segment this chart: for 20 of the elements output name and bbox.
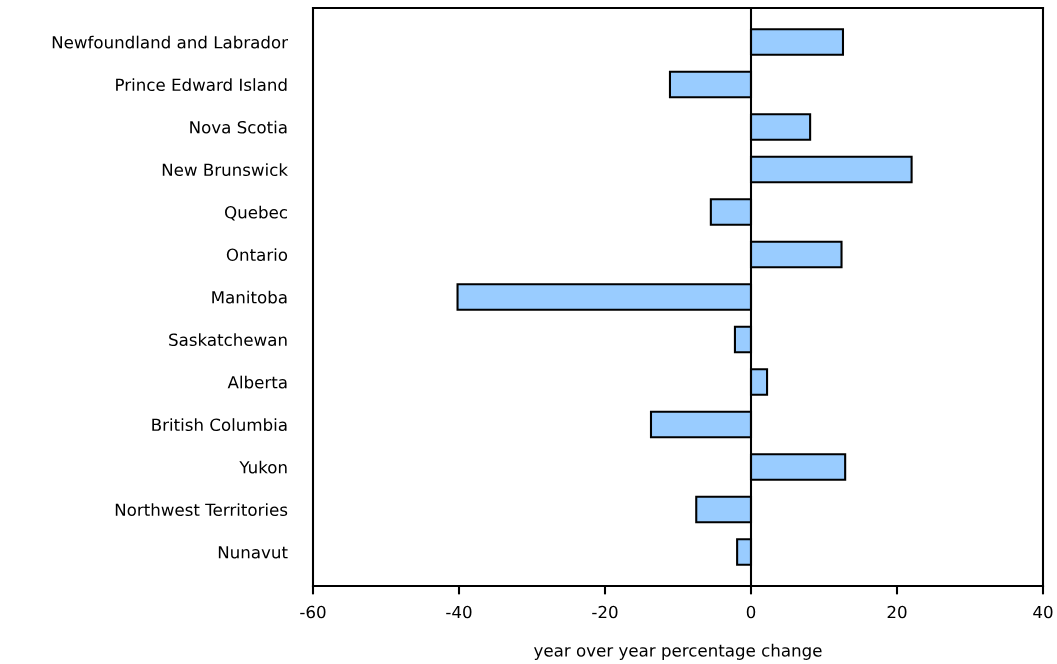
y-tick-label: Saskatchewan <box>169 333 287 347</box>
x-tick-label: 0 <box>746 605 756 619</box>
y-tick-label: Alberta <box>227 375 287 389</box>
y-tick-label: Nunavut <box>218 546 288 559</box>
x-tick-label: 40 <box>1033 605 1053 619</box>
x-tick-label: -60 <box>300 605 326 619</box>
x-axis-title: year over year percentage change <box>534 643 822 660</box>
y-tick-label: Northwest Territories <box>115 503 288 517</box>
x-tick-label: -40 <box>446 605 472 619</box>
y-tick-label: Ontario <box>226 248 288 262</box>
x-tick-label: 20 <box>887 605 907 619</box>
y-tick-label: Prince Edward Island <box>116 78 287 92</box>
y-tick-label: Yukon <box>239 460 287 474</box>
y-tick-label: Manitoba <box>212 290 287 304</box>
y-tick-label: British Columbia <box>152 418 287 432</box>
y-tick-label: New Brunswick <box>162 163 288 177</box>
y-tick-label: Nova Scotia <box>190 120 287 134</box>
y-tick-label: Quebec <box>225 205 287 221</box>
y-tick-label: Newfoundland and Labrador <box>52 35 288 49</box>
x-tick-label: -20 <box>592 605 618 619</box>
